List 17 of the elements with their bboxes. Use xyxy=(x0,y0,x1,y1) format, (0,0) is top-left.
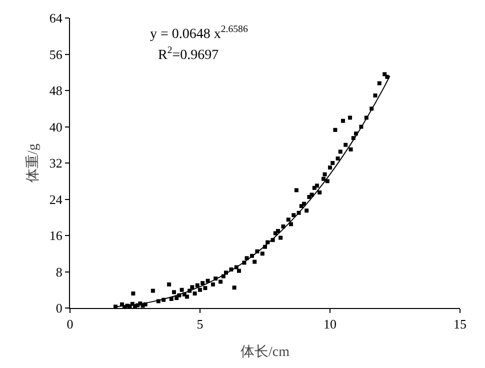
annotation: y = 0.0648 x$^{2.6586}$ xyxy=(150,24,248,42)
y-tick-label: 40 xyxy=(49,119,62,134)
y-tick-label: 8 xyxy=(56,264,62,280)
x-tick-label: 15 xyxy=(454,316,466,332)
y-tick-label: 32 xyxy=(49,156,62,171)
x-tick-label: 0 xyxy=(66,316,74,332)
y-tick-label: 56 xyxy=(49,46,63,62)
x-tick-label: 5 xyxy=(196,316,204,332)
x-axis-title: 体长/cm xyxy=(240,344,290,360)
y-tick-label: 64 xyxy=(49,10,63,26)
annotation: R$^{2}$=0.9697 xyxy=(158,45,219,63)
x-tick-label: 10 xyxy=(324,316,336,332)
y-tick-label: 48 xyxy=(49,83,62,98)
y-axis-title: 体重/g xyxy=(25,144,41,182)
y-tick-label: 16 xyxy=(49,228,63,244)
y-tick-label: 0 xyxy=(56,300,62,316)
y-tick-label: 24 xyxy=(49,192,63,207)
